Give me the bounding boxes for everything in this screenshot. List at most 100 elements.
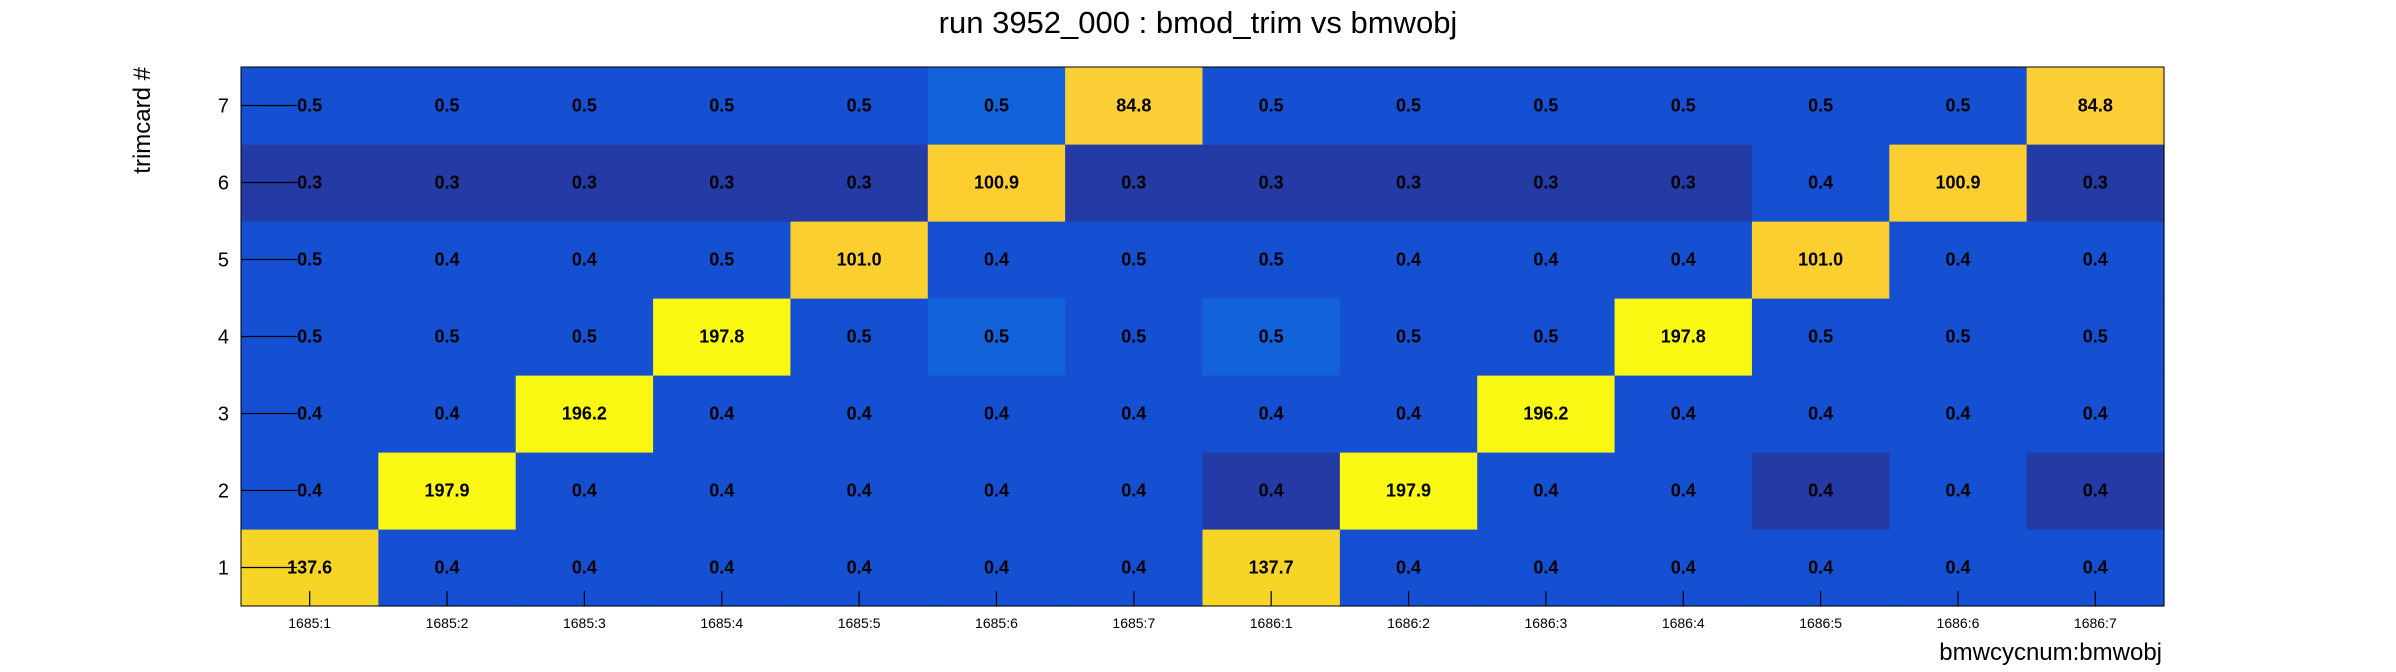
cell-value-label: 0.4 bbox=[1671, 404, 1696, 424]
heatmap-cell bbox=[2026, 452, 2165, 530]
cell-value-label: 0.5 bbox=[572, 327, 597, 347]
cell-value-label: 0.4 bbox=[847, 404, 872, 424]
cell-value-label: 0.3 bbox=[1259, 173, 1284, 193]
cell-value-label: 0.3 bbox=[709, 173, 734, 193]
x-tick-label: 1685:1 bbox=[288, 615, 331, 631]
heatmap-cell bbox=[515, 221, 654, 299]
heatmap-cell bbox=[1889, 298, 2028, 376]
heatmap-cell bbox=[1202, 67, 1341, 145]
heatmap-cell bbox=[927, 221, 1066, 299]
x-tick-label: 1686:1 bbox=[1250, 615, 1293, 631]
heatmap-cell bbox=[653, 375, 792, 453]
cell-value-label: 0.4 bbox=[709, 404, 734, 424]
heatmap-cell bbox=[927, 67, 1066, 145]
cell-value-label: 0.5 bbox=[1396, 96, 1421, 116]
cell-value-label: 0.5 bbox=[1259, 327, 1284, 347]
heatmap-cell bbox=[1202, 144, 1341, 222]
x-tick-label: 1685:6 bbox=[975, 615, 1018, 631]
heatmap-cell bbox=[1202, 221, 1341, 299]
heatmap-cell bbox=[1339, 452, 1478, 530]
heatmap-cell bbox=[1614, 144, 1753, 222]
cell-value-label: 0.4 bbox=[1396, 558, 1421, 578]
heatmap-cell bbox=[378, 221, 517, 299]
cell-value-label: 0.5 bbox=[2083, 327, 2108, 347]
heatmap-cell bbox=[653, 144, 792, 222]
cell-value-label: 0.4 bbox=[1121, 404, 1146, 424]
cell-value-label: 0.4 bbox=[1533, 481, 1558, 501]
heatmap-cell bbox=[1339, 144, 1478, 222]
heatmap-cell bbox=[1614, 452, 1753, 530]
cell-value-label: 0.4 bbox=[847, 481, 872, 501]
heatmap-cell bbox=[1614, 221, 1753, 299]
heatmap-cell bbox=[515, 452, 654, 530]
heatmap-cell bbox=[790, 221, 929, 299]
heatmap-cell bbox=[1477, 67, 1616, 145]
heatmap-cell bbox=[2026, 67, 2165, 145]
cell-value-label: 100.9 bbox=[1935, 173, 1980, 193]
heatmap-cell-labels: 137.6 0.4 0.4 0.4 0.4 0.4 0.4 137.7 0.4 0.4 0.4 0.4… bbox=[287, 96, 2113, 578]
cell-value-label: 0.4 bbox=[1671, 481, 1696, 501]
heatmap-cell bbox=[1065, 67, 1204, 145]
cell-value-label: 0.5 bbox=[297, 96, 322, 116]
y-axis-label: trimcard # bbox=[129, 66, 156, 173]
cell-value-label: 0.4 bbox=[1808, 481, 1833, 501]
cell-value-label: 0.5 bbox=[297, 250, 322, 270]
cell-value-label: 0.3 bbox=[2083, 173, 2108, 193]
cell-value-label: 0.5 bbox=[1533, 96, 1558, 116]
cell-value-label: 0.4 bbox=[1945, 481, 1970, 501]
cell-value-label: 101.0 bbox=[1798, 250, 1843, 270]
cell-value-label: 0.4 bbox=[572, 250, 597, 270]
heatmap-cell bbox=[790, 144, 929, 222]
cell-value-label: 0.4 bbox=[1396, 404, 1421, 424]
heatmap-cell bbox=[515, 375, 654, 453]
cell-value-label: 0.5 bbox=[847, 327, 872, 347]
cell-value-label: 0.4 bbox=[1259, 481, 1284, 501]
y-tick-label: 1 bbox=[218, 558, 229, 580]
cell-value-label: 0.4 bbox=[1533, 250, 1558, 270]
heatmap-cell bbox=[790, 375, 929, 453]
cell-value-label: 0.5 bbox=[572, 96, 597, 116]
cell-value-label: 197.8 bbox=[699, 327, 744, 347]
cell-value-label: 0.4 bbox=[2083, 481, 2108, 501]
cell-value-label: 0.4 bbox=[1945, 250, 1970, 270]
heatmap-cell bbox=[653, 221, 792, 299]
heatmap-cell bbox=[653, 298, 792, 376]
cell-value-label: 84.8 bbox=[1116, 96, 1151, 116]
cell-value-label: 0.5 bbox=[847, 96, 872, 116]
x-tick-label: 1686:6 bbox=[1937, 615, 1980, 631]
chart-title: run 3952_000 : bmod_trim vs bmwobj bbox=[939, 5, 1458, 40]
cell-value-label: 0.4 bbox=[1671, 250, 1696, 270]
cell-value-label: 0.5 bbox=[1121, 327, 1146, 347]
heatmap-cell bbox=[1751, 221, 1890, 299]
heatmap-cell bbox=[1202, 375, 1341, 453]
heatmap-cell bbox=[1065, 144, 1204, 222]
heatmap-cell bbox=[378, 375, 517, 453]
axes: 1 2 3 4 5 6 7 1685:1 1685:2 1685:3 1685:4 1685:5 168… bbox=[218, 66, 2165, 631]
y-tick-label: 7 bbox=[218, 96, 229, 118]
cell-value-label: 0.5 bbox=[1671, 96, 1696, 116]
cell-value-label: 196.2 bbox=[1523, 404, 1568, 424]
x-tick-label: 1686:3 bbox=[1524, 615, 1567, 631]
x-axis-label: bmwcycnum:bmwobj bbox=[1939, 639, 2162, 666]
cell-value-label: 197.9 bbox=[425, 481, 470, 501]
cell-value-label: 0.4 bbox=[984, 250, 1009, 270]
cell-value-label: 0.5 bbox=[984, 96, 1009, 116]
x-tick-label: 1685:4 bbox=[700, 615, 743, 631]
y-tick-label: 4 bbox=[218, 327, 229, 349]
heatmap-cell bbox=[515, 144, 654, 222]
cell-value-label: 0.3 bbox=[435, 173, 460, 193]
heatmap-cell bbox=[2026, 221, 2165, 299]
heatmap-cell bbox=[515, 67, 654, 145]
x-tick-label: 1686:4 bbox=[1662, 615, 1705, 631]
heatmap-cell bbox=[1751, 67, 1890, 145]
cell-value-label: 0.4 bbox=[2083, 558, 2108, 578]
heatmap-cell bbox=[927, 298, 1066, 376]
cell-value-label: 0.4 bbox=[572, 558, 597, 578]
cell-value-label: 0.4 bbox=[297, 404, 322, 424]
heatmap-cell bbox=[1065, 298, 1204, 376]
heatmap-cell bbox=[1065, 452, 1204, 530]
cell-value-label: 0.5 bbox=[1945, 96, 1970, 116]
cell-value-label: 0.4 bbox=[984, 481, 1009, 501]
cell-value-label: 0.3 bbox=[1396, 173, 1421, 193]
